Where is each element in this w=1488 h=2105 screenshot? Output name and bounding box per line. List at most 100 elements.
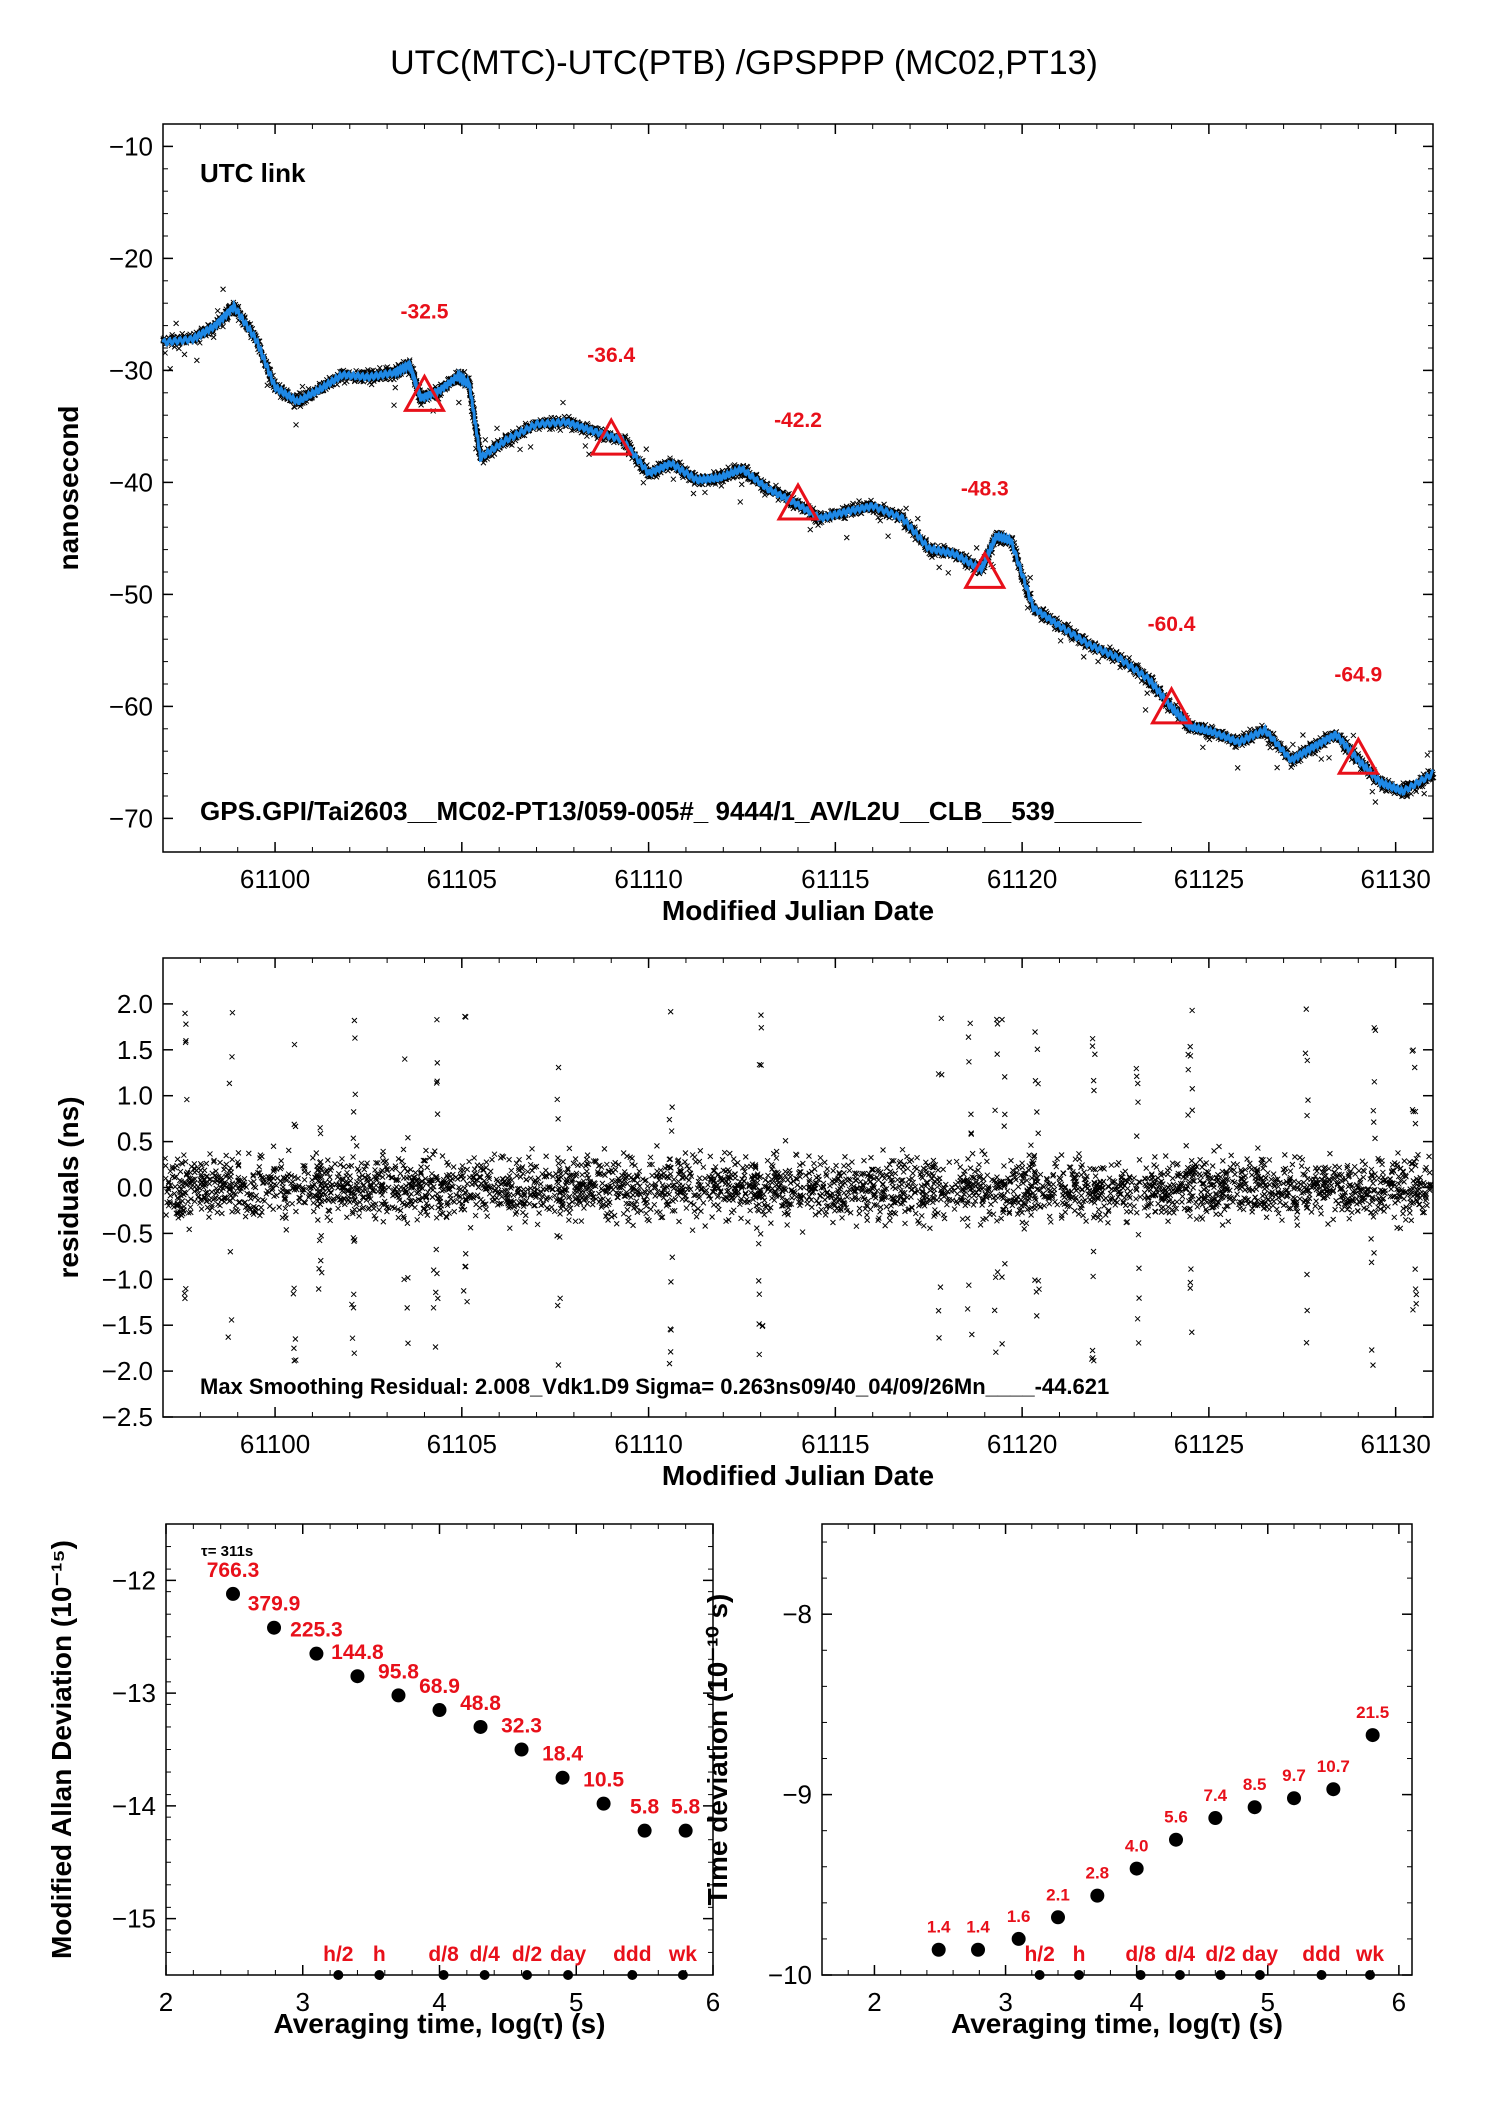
raw-point [194,357,200,364]
calibration-label: -64.9 [1334,663,1382,686]
residual-point [909,1170,916,1177]
raw-point [1413,788,1420,795]
residual-point [1325,1221,1331,1227]
residual-point [705,1182,711,1188]
raw-point [1095,658,1101,665]
residual-point [261,1198,268,1204]
raw-point [843,534,850,541]
y-tick-label: 0.5 [117,1127,153,1157]
utc-link-label: UTC link [200,158,306,188]
y-axis-title: nanosecond [53,406,84,571]
raw-point [557,427,564,434]
residual-point [517,1174,524,1180]
raw-point [210,334,217,341]
raw-point [1300,732,1306,738]
raw-point [296,390,303,396]
raw-point [1027,574,1034,581]
calibration-label: -60.4 [1148,613,1196,636]
raw-point [527,444,534,450]
raw-point [702,489,708,496]
raw-point [162,350,168,356]
x-tick-label: 61120 [987,864,1057,894]
residual-point [516,1156,522,1163]
y-tick-label: 1.0 [117,1081,153,1111]
residual-point [686,1166,692,1172]
residual-point [339,1155,345,1162]
raw-point [1144,690,1151,696]
y-axis-title: residuals (ns) [53,1096,84,1278]
smoothed-series-line [161,299,1435,797]
calibration-label: -36.4 [587,344,635,367]
raw-point [391,402,397,409]
y-tick-label: −50 [109,579,153,609]
raw-point [264,382,271,389]
residual-point [1408,1167,1415,1173]
x-tick-label: 61120 [987,1429,1057,1459]
raw-point [1142,707,1149,713]
raw-point [343,378,350,385]
raw-point [376,365,383,371]
x-tick-label: 61105 [427,864,497,894]
raw-point [718,483,725,489]
raw-point [903,505,909,512]
residual-point [1294,1222,1301,1228]
y-tick-label: −1.0 [102,1264,153,1294]
raw-point [181,351,188,358]
raw-point [392,384,399,391]
residual-point [979,1148,985,1154]
raw-point [737,499,744,505]
raw-point [914,515,921,522]
y-tick-label: −30 [109,355,153,385]
raw-point [167,365,174,372]
raw-point [1424,752,1431,758]
page-title: UTC(MTC)-UTC(PTB) /GPSPPP (MC02,PT13) [390,44,1098,82]
raw-point [299,383,306,390]
x-tick-label: 61110 [614,1429,682,1459]
x-tick-label: 61130 [1360,864,1430,894]
x-tick-label: 61110 [614,864,682,894]
raw-point [293,421,299,428]
calibration-label: -32.5 [401,300,449,323]
raw-point [945,569,952,576]
x-tick-label: 61115 [801,1429,869,1459]
timeseries-panel: 61100 61105 61110 61115 61120 61125 61130−10−2… [53,123,1437,926]
y-tick-label: −1.5 [102,1310,153,1340]
raw-point [1369,788,1376,795]
y-tick-label: −2.5 [102,1402,153,1432]
raw-point [973,544,980,551]
residuals-panel: 61100 61105 61110 61115 61120 61125 611302.01.… [53,957,1434,1491]
raw-point [643,446,650,452]
raw-point [690,490,697,497]
y-tick-label: 0.0 [117,1173,153,1203]
raw-point [235,303,242,310]
residual-point [762,1177,769,1183]
residual-point [1289,1161,1296,1168]
raw-point [1080,654,1087,660]
raw-point [220,323,226,330]
raw-point [214,307,221,314]
x-axis-title: Modified Julian Date [662,1460,934,1491]
residual-point [1101,1203,1107,1209]
raw-point [456,399,462,406]
y-tick-label: −60 [109,691,153,721]
x-tick-label: 61115 [801,864,869,894]
residual-points [162,1006,1434,1368]
raw-point [1350,732,1357,739]
raw-point [670,476,677,483]
calibration-label: -48.3 [961,477,1009,500]
residual-point [770,1150,777,1157]
raw-point [640,479,647,486]
residual-point [466,1158,472,1165]
x-tick-label: 61125 [1174,864,1244,894]
raw-point [1318,756,1325,762]
residual-point [1237,1205,1243,1212]
raw-point [196,339,203,346]
calibration-label: -42.2 [774,409,822,432]
y-tick-label: −2.0 [102,1356,153,1386]
x-tick-label: 61130 [1360,1429,1430,1459]
raw-data-points [160,286,1437,805]
raw-point [936,564,943,571]
residual-point [957,1164,964,1170]
residual-point [914,1165,920,1172]
